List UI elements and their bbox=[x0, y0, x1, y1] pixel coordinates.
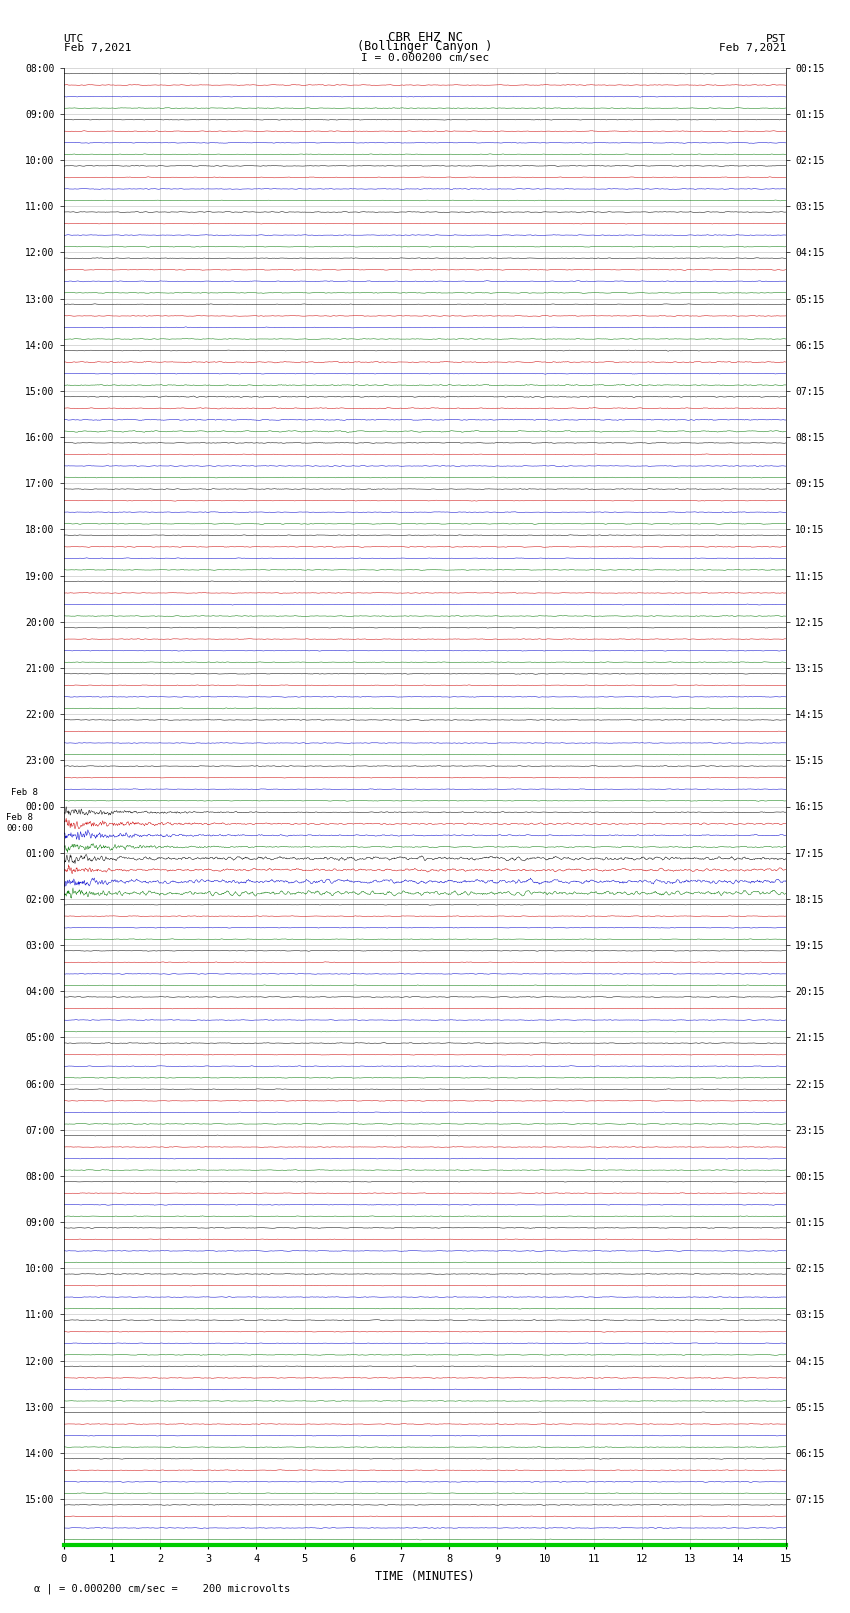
Text: Feb 8
00:00: Feb 8 00:00 bbox=[6, 813, 33, 832]
Text: (Bollinger Canyon ): (Bollinger Canyon ) bbox=[357, 40, 493, 53]
Text: Feb 7,2021: Feb 7,2021 bbox=[64, 44, 131, 53]
Text: Feb 7,2021: Feb 7,2021 bbox=[719, 44, 786, 53]
Text: UTC: UTC bbox=[64, 34, 84, 44]
Text: CBR EHZ NC: CBR EHZ NC bbox=[388, 31, 462, 44]
Text: PST: PST bbox=[766, 34, 786, 44]
X-axis label: TIME (MINUTES): TIME (MINUTES) bbox=[375, 1569, 475, 1582]
Text: Feb 8: Feb 8 bbox=[11, 789, 38, 797]
Text: α | = 0.000200 cm/sec =    200 microvolts: α | = 0.000200 cm/sec = 200 microvolts bbox=[34, 1582, 290, 1594]
Text: I = 0.000200 cm/sec: I = 0.000200 cm/sec bbox=[361, 53, 489, 63]
